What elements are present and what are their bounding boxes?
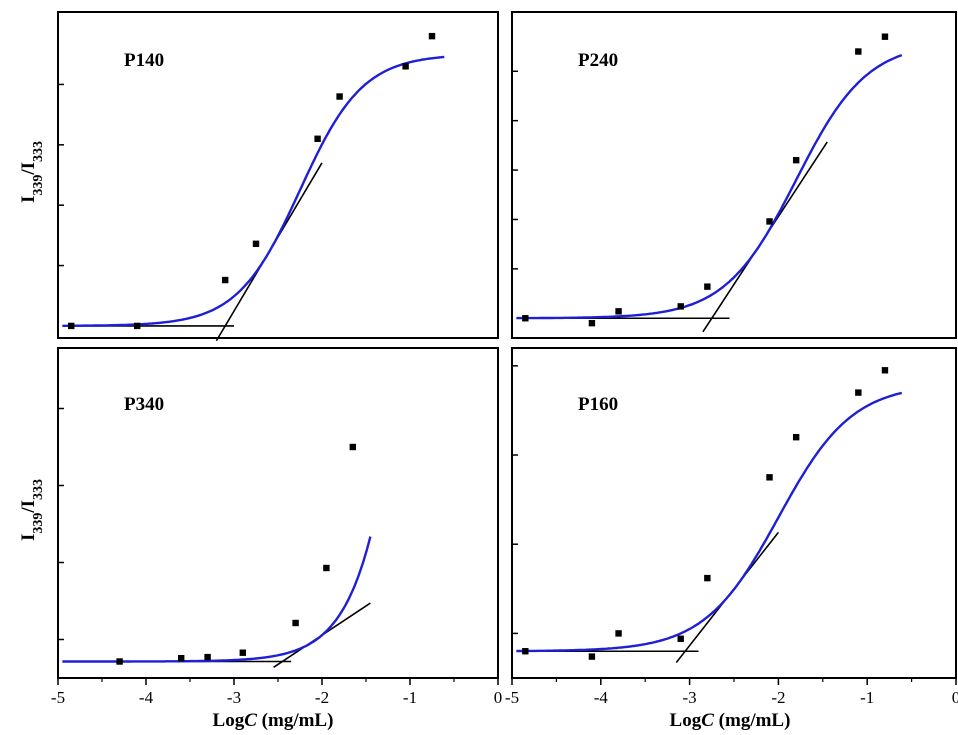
xlabel-var-left: C [244, 710, 257, 731]
data-point [855, 389, 862, 396]
xlabel-left: LogC (mg/mL) [213, 710, 334, 731]
xlabel-unit-right: (mg/mL) [714, 710, 791, 731]
data-point [677, 635, 684, 642]
data-point [588, 319, 596, 327]
fit-curve [62, 536, 372, 663]
data-point [766, 218, 773, 225]
data-point [204, 653, 211, 661]
data-point [428, 32, 436, 40]
data-point [677, 303, 684, 310]
xlabel-prefix-right: Log [670, 710, 702, 731]
xlabel-var-right: C [701, 710, 714, 731]
data-point [792, 156, 800, 164]
ylabel-sep-bottom: /I [18, 500, 39, 514]
data-point [615, 308, 622, 315]
data-point [239, 649, 246, 656]
ylabel-sep-top: /I [18, 162, 39, 176]
data-point [522, 315, 529, 322]
fit-curve [62, 55, 445, 327]
x-tick-label: -3 [227, 688, 241, 707]
x-tick-label: -4 [594, 688, 609, 707]
panel-title: P340 [124, 394, 164, 415]
data-point [314, 135, 321, 142]
x-tick-label: -1 [403, 688, 417, 707]
data-point [68, 322, 75, 330]
panel-title: P240 [578, 50, 618, 71]
panel-title: P140 [124, 50, 164, 71]
ylabel-sub2-top: 333 [31, 141, 46, 162]
fit-curve [516, 391, 903, 653]
panels: P140 P240 -5 -4 -3 -2 -1 0 P340 -5 -4 -3 -2 -1 0 P160 [51, 11, 958, 707]
data-point [116, 658, 123, 665]
data-point [402, 63, 409, 70]
data-point [336, 93, 343, 100]
data-point [855, 48, 862, 55]
data-point [766, 474, 773, 481]
ylabel-bottom: I339/I333 [18, 479, 46, 541]
x-tick-label: 0 [494, 688, 503, 707]
data-point [178, 655, 185, 662]
x-tick-label: -1 [860, 688, 874, 707]
x-tick-label: -5 [505, 688, 519, 707]
data-point [292, 619, 299, 627]
x-tick-label: -2 [771, 688, 785, 707]
panel-p160: -5 -4 -3 -2 -1 0 P160 [505, 347, 958, 707]
x-tick-label: -4 [139, 688, 154, 707]
x-tick-label: -2 [315, 688, 329, 707]
data-point [881, 367, 889, 374]
x-tick-label: 0 [952, 688, 958, 707]
ylabel-sub2-bottom: 333 [31, 479, 46, 500]
panel-frame [57, 11, 499, 339]
panel-p340: -5 -4 -3 -2 -1 0 P340 [51, 347, 503, 707]
data-point [881, 33, 889, 40]
ylabel-sub1-bottom: 339 [31, 513, 46, 534]
panel-frame [511, 11, 957, 339]
data-point [615, 630, 622, 637]
data-point [588, 653, 596, 660]
xlabel-prefix-left: Log [213, 710, 245, 731]
ylabel-top: I339/I333 [18, 141, 46, 203]
data-point [704, 574, 711, 582]
xlabel-right: LogC (mg/mL) [670, 710, 791, 731]
data-point [134, 322, 141, 330]
data-point [349, 443, 356, 451]
data-point [323, 564, 330, 572]
fit-curve [516, 53, 903, 320]
ylabel-sub1-top: 339 [31, 175, 46, 196]
panel-title: P160 [578, 394, 618, 415]
ylabel-main-bottom: I [18, 534, 39, 541]
ylabel-main-top: I [18, 196, 39, 203]
svg-text:I339/I333: I339/I333 [18, 479, 46, 541]
data-point [222, 276, 229, 284]
panel-p240: P240 [511, 11, 957, 339]
svg-text:I339/I333: I339/I333 [18, 141, 46, 203]
panel-p140: P140 [57, 11, 499, 342]
data-point [704, 283, 711, 290]
data-point [252, 240, 260, 248]
x-tick-label: -5 [51, 688, 65, 707]
data-point [792, 433, 800, 441]
data-point [522, 648, 529, 655]
x-tick-label: -3 [683, 688, 697, 707]
xlabel-unit-left: (mg/mL) [257, 710, 334, 731]
